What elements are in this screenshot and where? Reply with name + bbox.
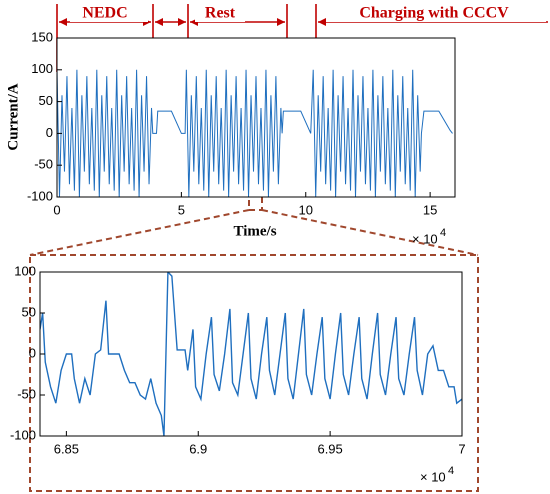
label-bg [70, 6, 148, 22]
y-tick-label: -50 [34, 157, 53, 172]
x-tick-label: 10 [299, 202, 313, 217]
plot-area [40, 272, 462, 436]
y-tick-label: 0 [46, 125, 53, 140]
y-tick-label: 50 [39, 93, 53, 108]
x-tick-label: 7 [458, 441, 465, 456]
y-tick-label: 150 [31, 29, 53, 44]
y-tick-label: -100 [10, 427, 36, 442]
zoom-frame [29, 254, 479, 492]
annotation: Charging with CCCV [359, 5, 509, 22]
x-exponent: 4 [448, 465, 454, 477]
x-tick-label: 6.85 [54, 441, 79, 456]
y-tick-label: 100 [31, 61, 53, 76]
x-tick-label: 6.95 [317, 441, 342, 456]
x-tick-label: 0 [53, 202, 60, 217]
data-line [57, 69, 453, 197]
annotation: NEDC [82, 5, 127, 22]
label-bg [326, 6, 546, 22]
x-axis-label: Time/s [233, 223, 276, 239]
y-tick-label: 0 [29, 345, 36, 360]
data-line [40, 272, 462, 436]
label-bg [195, 6, 245, 22]
x-multiplier: × 10 [412, 231, 438, 246]
axes-box [56, 37, 456, 198]
annotation: Rest [205, 5, 236, 22]
y-axis-label: Current/A [5, 83, 21, 150]
x-multiplier: × 10 [420, 469, 446, 484]
y-tick-label: 50 [22, 304, 36, 319]
y-tick-label: -100 [27, 188, 53, 203]
x-tick-label: 15 [423, 202, 437, 217]
y-tick-label: -50 [17, 386, 36, 401]
zoom-line [261, 209, 479, 256]
x-exponent: 4 [440, 227, 446, 239]
zoom-line [29, 209, 250, 256]
plot-area [57, 38, 455, 197]
y-tick-label: 100 [14, 263, 36, 278]
x-tick-label: 5 [178, 202, 185, 217]
x-tick-label: 6.9 [189, 441, 207, 456]
